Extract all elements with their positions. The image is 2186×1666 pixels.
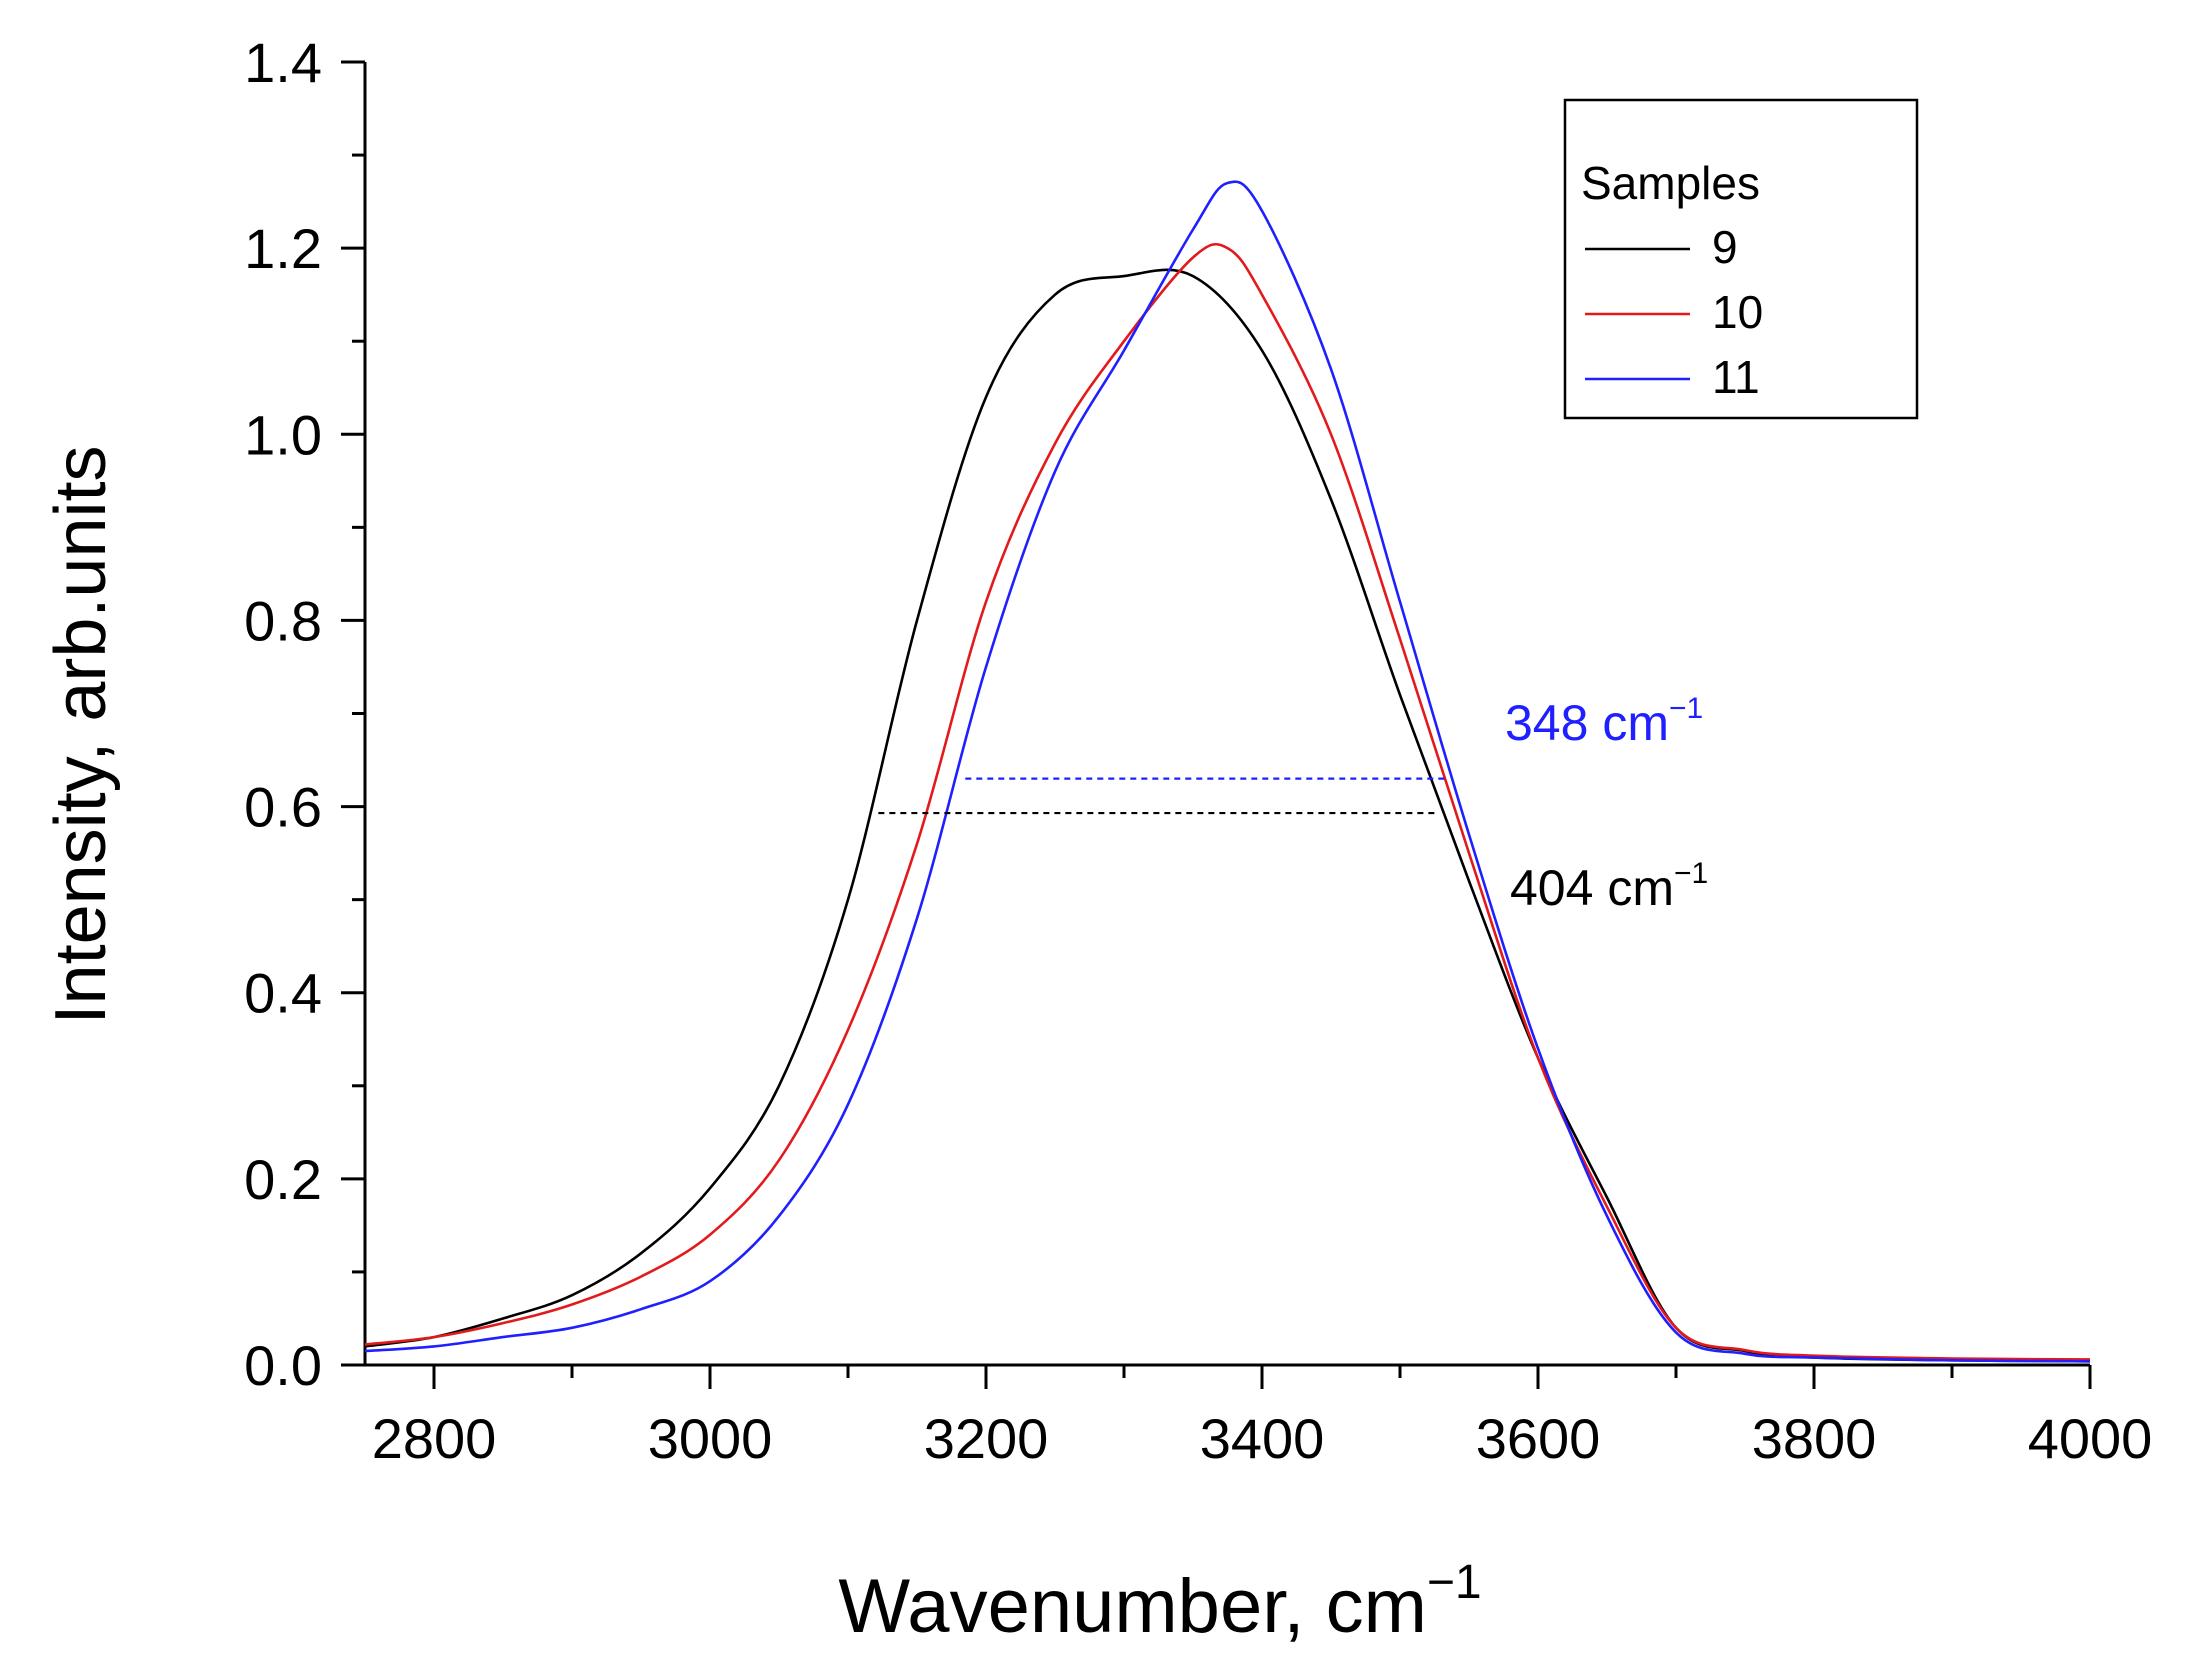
y-tick-label: 0.8 bbox=[244, 589, 322, 652]
series-line-10 bbox=[364, 242, 2091, 1361]
y-tick-label: 1.0 bbox=[244, 403, 322, 466]
x-tick-label: 2800 bbox=[372, 1407, 497, 1470]
fwhm-label-0: 348 cm−1 bbox=[1505, 692, 1703, 751]
fwhm-label-1: 404 cm−1 bbox=[1510, 857, 1708, 916]
legend-title: Samples bbox=[1581, 157, 1760, 209]
y-tick-label: 1.2 bbox=[244, 217, 322, 280]
series-line-11 bbox=[364, 180, 2091, 1363]
x-axis-label-sup: −1 bbox=[1427, 1556, 1482, 1609]
x-axis-label-main: Wavenumber, cm bbox=[838, 1564, 1426, 1649]
legend: Samples 9 10 11 bbox=[1563, 98, 1919, 420]
y-tick-label: 0.2 bbox=[244, 1148, 322, 1211]
x-tick-label: 3000 bbox=[648, 1407, 773, 1470]
series-layer bbox=[364, 180, 2091, 1363]
fwhm-label-sup: −1 bbox=[1674, 857, 1708, 890]
legend-label-9: 9 bbox=[1712, 221, 1738, 273]
ticks: 2800 3000 3200 3400 3600 3800 4000 0.0 0.2 0.4 0.6… bbox=[244, 31, 2152, 1470]
legend-label-11: 11 bbox=[1712, 351, 1760, 403]
x-tick-label: 3600 bbox=[1476, 1407, 1601, 1470]
x-axis-label: Wavenumber, cm−1 bbox=[838, 1556, 1481, 1649]
fwhm-label-sup: −1 bbox=[1669, 692, 1703, 725]
y-axis-label: Intensity, arb.units bbox=[41, 446, 121, 1025]
y-tick-label: 0.6 bbox=[244, 776, 322, 839]
fwhm-label-main: 348 cm bbox=[1505, 695, 1669, 751]
y-tick-label: 1.4 bbox=[244, 31, 322, 94]
fwhm-label-main: 404 cm bbox=[1510, 860, 1674, 916]
y-tick-label: 0.4 bbox=[244, 962, 322, 1025]
series-line-9 bbox=[364, 268, 2091, 1363]
y-tick-label: 0.0 bbox=[244, 1334, 322, 1397]
x-tick-label: 3800 bbox=[1752, 1407, 1877, 1470]
legend-box bbox=[1563, 98, 1919, 420]
x-tick-label: 4000 bbox=[2028, 1407, 2153, 1470]
legend-label-10: 10 bbox=[1712, 286, 1763, 338]
x-tick-label: 3200 bbox=[924, 1407, 1049, 1470]
x-tick-label: 3400 bbox=[1200, 1407, 1325, 1470]
